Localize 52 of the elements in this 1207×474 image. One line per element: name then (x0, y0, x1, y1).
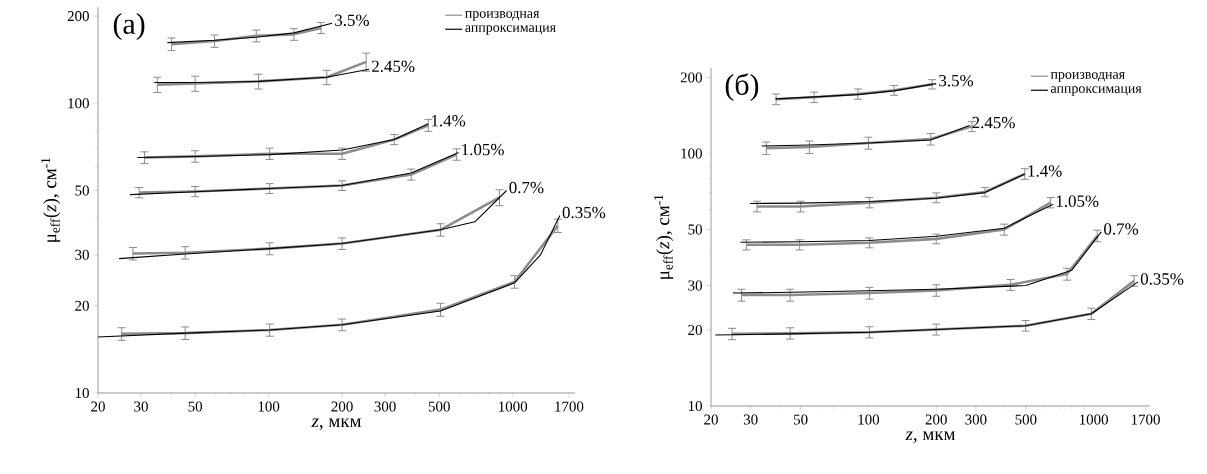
x-axis-title: z, мкм (905, 431, 956, 444)
legend-label: производная (465, 11, 540, 21)
x-tick-label: 100 (258, 401, 280, 412)
x-tick-label: 1000 (1080, 414, 1109, 425)
y-axis-title: μ$_{eff}$(z), см$^{-1}$ (654, 195, 674, 279)
y-tick-label: 20 (688, 324, 702, 336)
y-tick-label: 200 (67, 11, 89, 22)
x-tick-label: 1700 (1131, 414, 1160, 425)
annotation: 0.35% (1140, 273, 1184, 285)
x-tick-label: 50 (188, 401, 203, 412)
y-tick-label: 50 (75, 185, 89, 196)
annotation: 3.5% (939, 74, 974, 87)
annotation: 0.35% (562, 206, 606, 219)
x-tick-label: 20 (91, 401, 105, 412)
chart-title: (a) (113, 12, 145, 41)
x-tick-label: 200 (331, 401, 353, 412)
x-tick-label: 20 (704, 414, 718, 425)
y-tick-label: 10 (75, 387, 89, 399)
x-tick-label: 300 (965, 414, 987, 425)
x-tick-label: 30 (134, 401, 148, 412)
annotation: 2.45% (372, 60, 415, 73)
annotation: 0.7% (1104, 223, 1139, 235)
x-tick-label: 500 (1015, 414, 1037, 425)
annotation: 3.5% (335, 14, 369, 26)
x-axis-title: z, мкм (311, 418, 362, 431)
y-tick-label: 50 (688, 224, 702, 235)
x-tick-label: 100 (858, 414, 880, 425)
annotation: 2.45% (972, 116, 1015, 129)
y-tick-label: 30 (688, 280, 702, 291)
y-axis-title: μ$_{eff}$(z), см$^{-1}$ (41, 158, 61, 242)
y-tick-label: 30 (75, 249, 89, 260)
legend-label: аппроксимация (1050, 86, 1142, 96)
y-tick-label: 100 (68, 98, 89, 109)
y-tick-label: 100 (681, 148, 702, 159)
legend-label: аппроксимация (465, 25, 556, 35)
x-tick-label: 200 (925, 414, 947, 425)
chart-title: (б) (725, 73, 759, 102)
x-tick-label: 30 (743, 414, 758, 425)
x-tick-label: 300 (374, 401, 396, 412)
annotation: 1.4% (431, 115, 466, 127)
annotation: 1.05% (1056, 195, 1099, 207)
annotation: 1.4% (1028, 165, 1062, 177)
y-tick-label: 10 (688, 400, 702, 412)
x-tick-label: 500 (428, 401, 450, 412)
y-tick-label: 20 (75, 300, 89, 311)
legend-label: производная (1050, 72, 1125, 82)
x-tick-label: 1000 (499, 401, 528, 412)
annotation: 0.7% (509, 181, 544, 194)
annotation: 1.05% (462, 143, 504, 156)
x-tick-label: 1700 (555, 401, 584, 412)
x-tick-label: 50 (794, 414, 808, 425)
y-tick-label: 200 (680, 72, 702, 83)
